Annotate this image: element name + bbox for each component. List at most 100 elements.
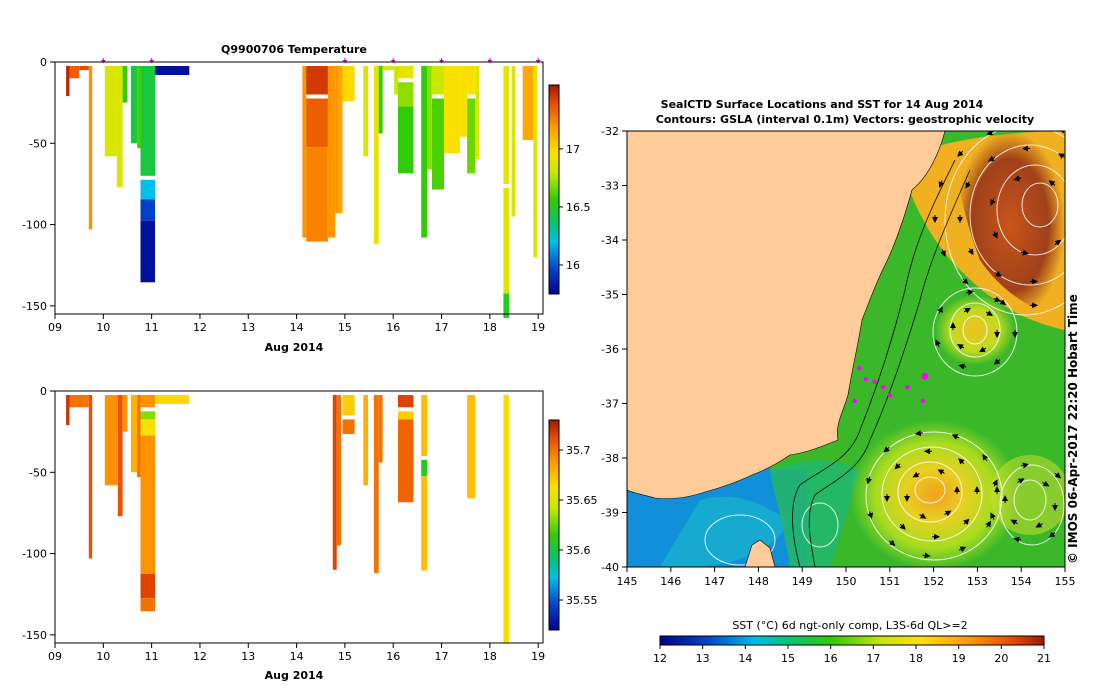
x-tick-label-3: 12	[193, 650, 207, 663]
profile-bar-10-0	[155, 66, 190, 75]
profile-bar-0-0	[66, 66, 70, 97]
profile-bar-16-0	[398, 395, 414, 408]
profile-bar-6-0	[122, 66, 128, 103]
profile-bar-14-0	[335, 66, 339, 214]
lat-tick-label-2: -34	[601, 234, 619, 247]
land-tasmania-tip	[744, 539, 776, 567]
profile-bar-30-2	[503, 293, 510, 318]
lon-tick-label-10: 155	[1055, 575, 1076, 588]
velocity-vector-9	[1064, 272, 1065, 273]
velocity-vector-82	[990, 512, 996, 520]
velocity-vector-75	[1010, 519, 1018, 526]
x-tick-label-5: 14	[290, 321, 304, 334]
y-tick-label-0: 0	[40, 56, 47, 69]
bathymetry-contours	[792, 159, 971, 567]
velocity-vector-72	[982, 453, 989, 461]
geostrophic-velocity-vectors	[866, 131, 1097, 559]
warm-eddy-south	[850, 420, 1020, 567]
temperature-title: Q9900706 Temperature	[221, 43, 367, 56]
profile-bar-12-0	[342, 395, 355, 416]
profile-bar-12-2	[306, 147, 328, 242]
profile-bar-8-4	[140, 573, 155, 599]
profile-bar-8-0	[140, 395, 155, 408]
y-tick-label-2: -100	[22, 548, 47, 561]
sst-colorbar	[659, 635, 1045, 646]
velocity-vector-52	[912, 471, 920, 478]
x-tick-label-0: 09	[48, 650, 62, 663]
sst-colorbar-label-3: 15	[781, 652, 795, 665]
lon-tick-label-8: 153	[967, 575, 988, 588]
temperature-panel: Q9900706 Temperature 0 -50 -100 -150 09 10 11…	[22, 43, 590, 354]
ctd-location-7	[920, 398, 925, 403]
x-tick-label-0: 09	[48, 321, 62, 334]
map-image	[627, 131, 1097, 567]
velocity-vector-11	[994, 271, 1002, 277]
velocity-vector-85	[1054, 472, 1062, 479]
profile-bar-15-0	[338, 66, 343, 214]
profile-bar-12-1	[342, 419, 355, 434]
ctd-location-1	[863, 376, 868, 382]
profile-bar-16-0	[342, 66, 355, 101]
profile-bar-16-1	[398, 411, 414, 420]
profile-bar-31-0	[511, 66, 515, 217]
profile-bar-24-0	[427, 66, 432, 170]
lon-tick-label-2: 147	[704, 575, 725, 588]
x-tick-label-1: 10	[96, 321, 110, 334]
profile-bar-9-2	[140, 199, 155, 221]
y-tick-label-3: -150	[22, 300, 47, 313]
colorbar-label-3: 35.7	[566, 444, 591, 457]
salinity-bars	[66, 395, 510, 643]
velocity-vector-44	[935, 339, 941, 347]
profile-bar-8-3	[140, 435, 155, 574]
lon-tick-label-0: 145	[617, 575, 638, 588]
profile-bar-19-0	[378, 66, 383, 134]
lat-tick-label-6: -38	[601, 452, 619, 465]
sst-colorbar-label-5: 17	[866, 652, 880, 665]
velocity-vector-74	[1035, 522, 1043, 528]
salinity-colorbar	[548, 419, 560, 631]
sst-colorbar-label-9: 21	[1037, 652, 1051, 665]
velocity-vector-42	[993, 358, 1001, 365]
y-tick-label-1: -50	[29, 137, 47, 150]
colorbar-label-2: 35.65	[566, 494, 598, 507]
profile-bar-17-0	[363, 66, 369, 157]
velocity-vector-4	[990, 198, 996, 206]
y-tick-label-3: -150	[22, 629, 47, 642]
profile-bar-29-0	[475, 66, 480, 160]
shelf-water	[770, 460, 860, 567]
lat-tick-label-7: -39	[601, 507, 619, 520]
velocity-vector-15	[988, 155, 996, 162]
sst-map-panel: SealCTD Surface Locations and SST for 14…	[601, 98, 1097, 665]
profile-bar-8-1	[140, 411, 155, 420]
velocity-vector-37	[957, 344, 965, 350]
colorbar-label-0: 35.55	[566, 594, 598, 607]
lon-tick-label-6: 151	[879, 575, 900, 588]
profile-bar-15-0	[378, 395, 383, 463]
salinity-plot-frame	[54, 390, 544, 644]
velocity-vector-17	[1058, 153, 1065, 159]
velocity-vector-70	[914, 430, 923, 437]
velocity-vector-33	[1092, 146, 1097, 151]
velocity-vector-18	[1087, 176, 1091, 182]
salinity-panel: 0 -50 -100 -150 09 10 11 12 13 14 15 16 17 18 19 Aug …	[22, 385, 597, 682]
velocity-vector-45	[937, 306, 943, 314]
lat-tick-label-4: -36	[601, 343, 619, 356]
velocity-vector-78	[1042, 480, 1050, 487]
profile-bar-11-0	[302, 66, 307, 238]
profile-bar-17-0	[421, 395, 427, 456]
profile-bar-33-0	[533, 66, 538, 258]
warm-eddy-northeast	[955, 131, 1065, 320]
velocity-vector-67	[867, 511, 874, 520]
velocity-vector-25	[962, 278, 969, 285]
profile-bar-11-0	[336, 395, 341, 546]
profile-bar-13-0	[328, 66, 336, 238]
profile-bar-9-0	[155, 395, 190, 404]
profile-bar-16-2	[398, 419, 414, 503]
velocity-vector-63	[985, 520, 992, 528]
profile-bar-7-0	[137, 395, 141, 478]
velocity-vector-83	[992, 479, 998, 487]
temperature-bars	[66, 66, 538, 318]
velocity-vector-36	[979, 346, 987, 353]
profile-bar-20-0	[382, 66, 395, 71]
x-tick-label-5: 14	[290, 650, 304, 663]
